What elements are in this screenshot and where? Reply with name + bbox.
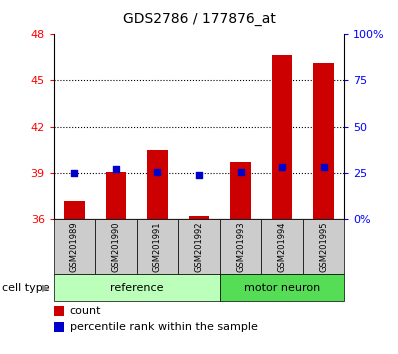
FancyBboxPatch shape [137,219,178,274]
Text: GSM201991: GSM201991 [153,222,162,272]
Point [196,172,202,178]
Text: ▶: ▶ [42,282,50,293]
Point [279,165,285,170]
FancyBboxPatch shape [54,306,64,316]
Bar [64,201,85,219]
Text: GSM201994: GSM201994 [277,222,287,272]
Point [154,169,161,175]
Bar [230,162,251,219]
Text: GSM201992: GSM201992 [195,222,203,272]
Bar [271,55,293,219]
FancyBboxPatch shape [54,219,95,274]
Point [71,170,78,176]
FancyBboxPatch shape [95,219,137,274]
FancyBboxPatch shape [220,274,344,301]
Text: reference: reference [110,282,164,293]
FancyBboxPatch shape [261,219,303,274]
Text: GSM201993: GSM201993 [236,222,245,272]
Bar [105,172,126,219]
Text: GDS2786 / 177876_at: GDS2786 / 177876_at [123,12,275,27]
Point [320,165,327,170]
Bar [147,150,168,219]
FancyBboxPatch shape [178,219,220,274]
FancyBboxPatch shape [54,322,64,332]
Text: count: count [70,306,101,316]
FancyBboxPatch shape [303,219,344,274]
Text: GSM201990: GSM201990 [111,222,121,272]
Point [113,166,119,172]
FancyBboxPatch shape [220,219,261,274]
Text: percentile rank within the sample: percentile rank within the sample [70,322,258,332]
Bar [313,63,334,219]
Point [237,169,244,175]
Bar [189,216,209,219]
FancyBboxPatch shape [54,274,220,301]
Text: motor neuron: motor neuron [244,282,320,293]
Text: cell type: cell type [2,282,50,293]
Text: GSM201989: GSM201989 [70,222,79,272]
Text: GSM201995: GSM201995 [319,222,328,272]
